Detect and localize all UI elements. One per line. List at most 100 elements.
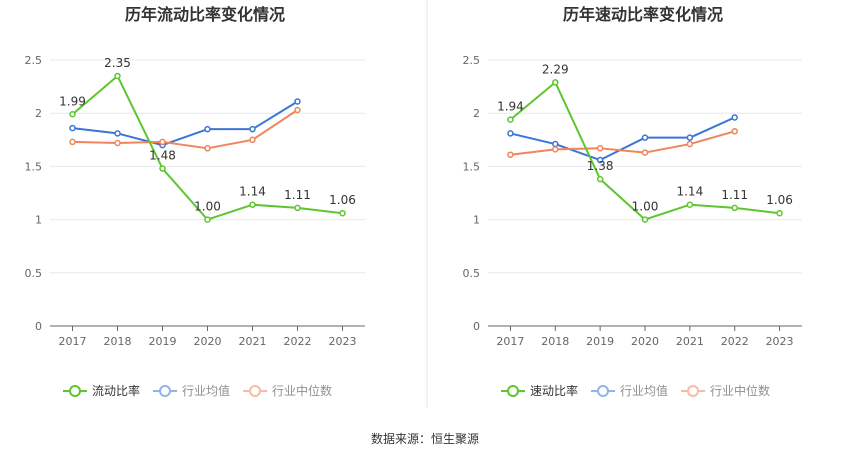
- data-point-company: [776, 209, 783, 217]
- legend-marker: [507, 385, 519, 397]
- legend-marker: [69, 385, 81, 397]
- x-tick-label: 2021: [676, 335, 704, 348]
- data-label: 1.06: [329, 193, 356, 207]
- data-point-industry_avg: [249, 125, 256, 133]
- legend-marker: [597, 385, 609, 397]
- x-tick-label: 2021: [239, 335, 267, 348]
- y-tick-label: 2: [473, 107, 480, 120]
- data-point-company: [507, 116, 514, 123]
- data-point-company: [731, 204, 738, 212]
- legend-item-industry_median[interactable]: 行业中位数: [681, 383, 770, 398]
- data-point-industry_avg: [552, 140, 559, 148]
- data-point-industry_median: [69, 138, 76, 146]
- data-point-company: [596, 175, 604, 183]
- x-tick-label: 2017: [496, 335, 524, 348]
- data-point-company: [552, 79, 559, 86]
- legend-item-company[interactable]: 速动比率: [501, 383, 578, 398]
- data-point-industry_avg: [686, 134, 694, 141]
- x-tick-label: 2023: [329, 335, 357, 348]
- y-tick-label: 0: [35, 320, 42, 333]
- x-tick-label: 2023: [766, 335, 794, 348]
- data-label: 1.94: [497, 100, 524, 114]
- series-line-industry_avg: [510, 116, 736, 162]
- series-line-industry_avg: [72, 100, 299, 147]
- legend-label: 行业中位数: [272, 383, 332, 398]
- chart-title: 历年速动比率变化情况: [563, 5, 723, 24]
- data-point-company: [114, 72, 121, 80]
- legend-item-industry_avg[interactable]: 行业均值: [591, 383, 668, 398]
- data-label: 1.00: [194, 200, 221, 214]
- data-label: 1.14: [239, 185, 266, 199]
- data-point-industry_avg: [294, 98, 301, 105]
- y-tick-label: 2.5: [25, 54, 43, 67]
- legend-item-company[interactable]: 流动比率: [63, 383, 140, 398]
- legend-item-industry_avg[interactable]: 行业均值: [153, 383, 230, 398]
- y-tick-label: 2: [35, 107, 42, 120]
- x-tick-label: 2020: [631, 335, 659, 348]
- data-point-company: [686, 201, 694, 208]
- data-point-industry_avg: [114, 130, 121, 137]
- y-tick-label: 2.5: [463, 54, 481, 67]
- data-label: 1.14: [676, 185, 703, 199]
- source-label: 数据来源：恒生聚源: [371, 431, 479, 446]
- data-point-company: [69, 111, 76, 118]
- legend-marker: [159, 385, 171, 397]
- data-point-company: [294, 204, 301, 212]
- data-point-industry_avg: [641, 134, 649, 141]
- x-tick-label: 2019: [586, 335, 614, 348]
- data-point-industry_median: [249, 136, 256, 144]
- y-tick-label: 1.5: [25, 160, 43, 173]
- y-tick-label: 1: [35, 214, 42, 227]
- data-point-industry_median: [596, 145, 604, 152]
- x-tick-label: 2020: [194, 335, 222, 348]
- x-tick-label: 2022: [721, 335, 749, 348]
- data-point-industry_median: [114, 139, 121, 147]
- chart-2: 历年速动比率变化情况 0 0.5 1 1.5 2 2.5 2017 2018 2019 2020 20…: [463, 5, 802, 398]
- series-line-industry_median: [72, 109, 299, 150]
- y-tick-label: 0.5: [463, 267, 481, 280]
- series-line-industry_median: [510, 130, 735, 156]
- chart-title: 历年流动比率变化情况: [125, 5, 285, 24]
- data-point-company: [249, 201, 256, 208]
- y-tick-label: 1: [473, 214, 480, 227]
- x-tick-label: 2017: [59, 335, 87, 348]
- data-point-industry_avg: [507, 130, 514, 137]
- x-tick-label: 2018: [541, 335, 569, 348]
- x-tick-label: 2022: [284, 335, 312, 348]
- legend-label: 行业均值: [620, 383, 668, 398]
- data-point-company: [339, 209, 346, 217]
- legend-label: 行业中位数: [710, 383, 770, 398]
- legend-marker: [687, 385, 699, 397]
- x-tick-label: 2019: [149, 335, 177, 348]
- data-label: 1.99: [59, 94, 86, 108]
- data-label: 2.29: [542, 62, 569, 76]
- legend-item-industry_median[interactable]: 行业中位数: [243, 383, 332, 398]
- data-label: 1.11: [721, 188, 748, 202]
- x-tick-label: 2018: [104, 335, 132, 348]
- data-point-industry_median: [552, 146, 559, 153]
- data-label: 1.48: [149, 149, 176, 163]
- data-point-industry_median: [204, 145, 211, 152]
- data-point-industry_median: [731, 128, 738, 135]
- data-point-industry_avg: [596, 156, 604, 164]
- data-label: 1.11: [284, 188, 311, 202]
- data-label: 2.35: [104, 56, 131, 70]
- y-tick-label: 1.5: [463, 160, 481, 173]
- data-point-industry_median: [641, 149, 649, 156]
- y-tick-label: 0.5: [25, 267, 43, 280]
- data-point-company: [204, 216, 211, 223]
- data-point-industry_avg: [204, 125, 211, 133]
- legend-label: 速动比率: [530, 383, 578, 398]
- data-label: 1.38: [587, 159, 614, 173]
- data-point-industry_median: [294, 106, 301, 114]
- data-label: 1.00: [632, 200, 659, 214]
- data-point-industry_median: [507, 151, 514, 158]
- legend-marker: [249, 385, 261, 397]
- data-point-company: [159, 165, 166, 172]
- data-point-industry_median: [686, 140, 694, 148]
- data-point-industry_median: [159, 138, 166, 146]
- data-point-company: [641, 216, 649, 223]
- legend-label: 流动比率: [92, 383, 140, 398]
- legend-label: 行业均值: [182, 383, 230, 398]
